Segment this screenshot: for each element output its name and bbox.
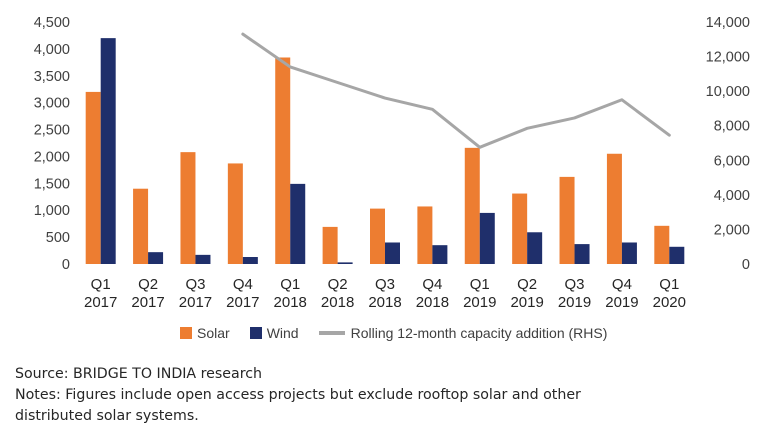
bar-wind <box>290 183 306 264</box>
right-tick-label: 6,000 <box>714 153 750 169</box>
bar-wind <box>621 242 637 264</box>
bar-solar <box>133 188 149 264</box>
category-year-label: 2019 <box>605 294 638 311</box>
bar-solar <box>606 153 622 264</box>
category-quarter-label: Q3 <box>375 276 395 293</box>
bar-wind <box>479 212 495 264</box>
legend: Solar Wind Rolling 12-month capacity add… <box>180 322 627 344</box>
bar-solar <box>370 208 385 264</box>
category-quarter-label: Q4 <box>612 276 632 293</box>
category-year-label: 2020 <box>653 294 686 311</box>
bar-solar <box>654 225 670 264</box>
category-quarter-label: Q2 <box>328 276 348 293</box>
category-quarter-label: Q4 <box>422 276 442 293</box>
legend-swatch-rolling <box>318 331 345 335</box>
bar-wind <box>527 232 543 264</box>
right-tick-label: 8,000 <box>714 119 750 135</box>
right-tick-label: 12,000 <box>706 50 750 66</box>
right-tick-label: 2,000 <box>714 222 750 238</box>
category-year-label: 2017 <box>179 294 212 311</box>
legend-item-rolling: Rolling 12-month capacity addition (RHS) <box>318 325 608 341</box>
bar-solar <box>275 57 291 264</box>
bars <box>85 38 685 265</box>
legend-label-wind: Wind <box>266 325 299 341</box>
notes-text: Notes: Figures include open access proje… <box>15 387 581 424</box>
bar-solar <box>417 206 433 264</box>
right-tick-label: 4,000 <box>714 188 750 204</box>
left-tick-label: 4,000 <box>34 42 70 58</box>
legend-label-solar: Solar <box>197 325 230 341</box>
rolling-line <box>241 32 671 149</box>
category-axis: Q12017Q22017Q32017Q42017Q12018Q22018Q320… <box>84 276 686 311</box>
legend-item-wind: Wind <box>249 325 299 341</box>
chart: 0 500 1,000 1,500 2,000 2,500 3,000 3,500 4,000 4… <box>34 15 750 311</box>
category-quarter-label: Q3 <box>565 276 585 293</box>
bar-solar <box>322 226 338 264</box>
category-year-label: 2019 <box>558 294 591 311</box>
legend-swatch-wind <box>249 327 262 339</box>
bar-wind <box>669 246 685 264</box>
bar-wind <box>385 242 400 264</box>
right-tick-label: 10,000 <box>706 84 750 100</box>
bar-wind <box>432 245 448 264</box>
bar-solar <box>559 176 575 264</box>
left-tick-label: 1,000 <box>34 203 70 219</box>
category-year-label: 2018 <box>321 294 354 311</box>
legend-item-solar: Solar <box>180 325 230 341</box>
line-rolling-12m <box>241 32 671 149</box>
bar-wind <box>574 244 590 264</box>
bar-solar <box>180 152 196 264</box>
category-year-label: 2017 <box>84 294 117 311</box>
left-tick-label: 3,000 <box>34 96 70 112</box>
legend-label-rolling: Rolling 12-month capacity addition (RHS) <box>350 325 608 341</box>
category-year-label: 2018 <box>368 294 401 311</box>
bar-solar <box>227 163 243 264</box>
bar-wind <box>337 262 353 264</box>
category-year-label: 2019 <box>510 294 543 311</box>
category-quarter-label: Q1 <box>659 276 679 293</box>
category-quarter-label: Q1 <box>470 276 490 293</box>
left-tick-label: 3,500 <box>34 69 70 85</box>
category-year-label: 2017 <box>226 294 259 311</box>
category-quarter-label: Q2 <box>138 276 158 293</box>
category-year-label: 2019 <box>463 294 496 311</box>
left-tick-label: 0 <box>62 257 70 273</box>
category-quarter-label: Q3 <box>185 276 205 293</box>
bar-wind <box>195 254 211 264</box>
left-tick-label: 500 <box>46 230 70 246</box>
right-axis: 0 2,000 4,000 6,000 8,000 10,000 12,000 14,000 <box>706 15 750 273</box>
bar-solar <box>512 193 528 264</box>
category-quarter-label: Q1 <box>280 276 300 293</box>
bar-wind <box>242 257 258 264</box>
category-quarter-label: Q4 <box>233 276 253 293</box>
bar-wind <box>148 252 164 264</box>
legend-swatch-solar <box>180 327 192 339</box>
category-year-label: 2018 <box>274 294 307 311</box>
left-tick-label: 1,500 <box>34 176 70 192</box>
right-tick-label: 0 <box>742 257 750 273</box>
left-tick-label: 4,500 <box>34 15 70 31</box>
left-axis: 0 500 1,000 1,500 2,000 2,500 3,000 3,500 4,000 4… <box>34 15 70 273</box>
category-year-label: 2018 <box>416 294 449 311</box>
category-quarter-label: Q2 <box>517 276 537 293</box>
bar-solar <box>464 147 480 264</box>
category-quarter-label: Q1 <box>91 276 111 293</box>
category-year-label: 2017 <box>131 294 164 311</box>
bar-solar <box>85 91 101 265</box>
source-note: Source: BRIDGE TO INDIA research <box>15 366 263 382</box>
bar-wind <box>100 38 116 265</box>
right-tick-label: 14,000 <box>706 15 750 31</box>
left-tick-label: 2,500 <box>34 123 70 139</box>
left-tick-label: 2,000 <box>34 149 70 165</box>
